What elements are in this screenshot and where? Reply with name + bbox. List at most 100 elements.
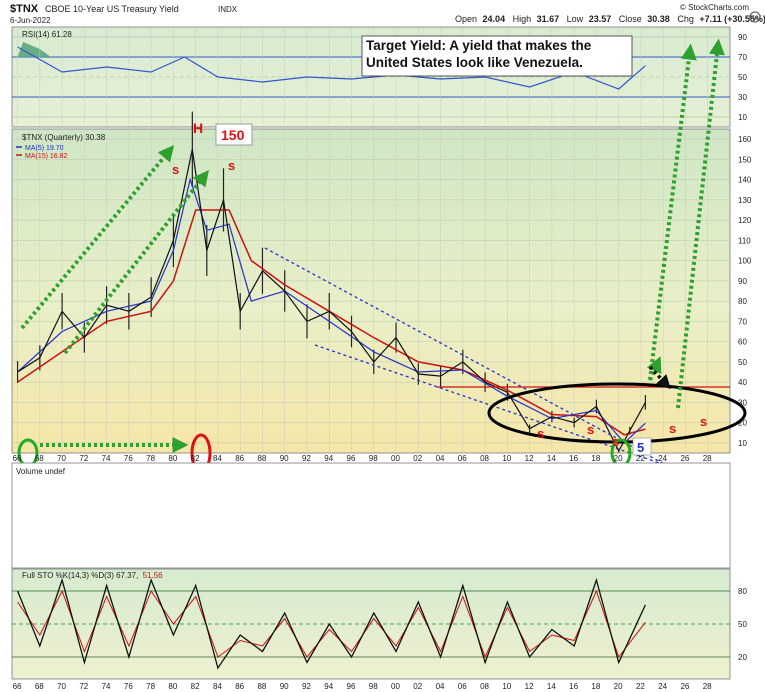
sto-tick-label: 80 [738, 587, 747, 596]
sto-y-axis: 80 50 20 [738, 587, 747, 662]
settings-icon[interactable] [749, 11, 761, 23]
close-label: Close [619, 14, 642, 24]
green-arrows [20, 38, 725, 453]
x-tick-label: 74 [102, 454, 111, 463]
chg-value: +7.11 (+30.55%) [699, 14, 765, 24]
s-mark: s [669, 421, 676, 436]
header-date: 6-Jun-2022 [10, 16, 51, 25]
s-mark: s [228, 158, 235, 173]
price-tick-label: 70 [738, 317, 747, 326]
rsi-tick-label: 90 [738, 33, 747, 42]
wave-5: 5 [637, 440, 644, 455]
open-value: 24.04 [483, 14, 506, 24]
price-tick-label: 60 [738, 338, 747, 347]
sto-d-line [17, 589, 646, 659]
close-value: 30.38 [647, 14, 670, 24]
x-axis-bottom: 66 68 70 72 74 76 78 80 82 84 86 88 90 92 94 96 98 00 02 04… [13, 682, 713, 691]
price-tick-label: 50 [738, 358, 747, 367]
x-tick-label: 90 [280, 682, 289, 691]
x-tick-label: 20 [614, 454, 623, 463]
sto-grid [12, 590, 730, 658]
callout-box [361, 35, 633, 77]
x-tick-label: 06 [458, 682, 467, 691]
callout-holder: Target Yield: A yield that makes the Uni… [366, 38, 592, 70]
price-tick-label: 140 [738, 176, 752, 185]
header-name: CBOE 10-Year US Treasury Yield [45, 4, 179, 14]
s-mark: s [172, 162, 179, 177]
x-tick-label: 04 [436, 682, 445, 691]
x-tick-label: 72 [79, 682, 88, 691]
chg-label: Chg [677, 14, 694, 24]
x-tick-label: 80 [168, 682, 177, 691]
price-tick-label: 100 [738, 257, 752, 266]
x-tick-label: 78 [146, 454, 155, 463]
header-ohlc: Open 24.04 High 31.67 Low 23.57 Close 30… [455, 14, 765, 24]
x-tick-label: 16 [569, 682, 578, 691]
price-tick-label: 40 [738, 378, 747, 387]
header-symbol: $TNX [10, 3, 39, 15]
x-tick-label: 10 [502, 454, 511, 463]
rsi-tick-label: 30 [738, 93, 747, 102]
black-arrow [648, 365, 671, 390]
x-tick-label: 18 [591, 682, 600, 691]
x-tick-label: 12 [525, 454, 534, 463]
x-tick-label: 86 [235, 682, 244, 691]
price-tick-label: 80 [738, 297, 747, 306]
rsi-y-axis: 90 70 50 30 10 [738, 33, 747, 122]
ma5-legend: MA(5) 19.70 [25, 145, 64, 152]
x-tick-label: 10 [502, 682, 511, 691]
x-tick-label: 84 [213, 454, 222, 463]
price-tick-label: 150 [738, 155, 752, 164]
price-tick-label: 90 [738, 277, 747, 286]
x-tick-label: 88 [257, 682, 266, 691]
price-tick-label: 130 [738, 196, 752, 205]
x-tick-label: 68 [35, 682, 44, 691]
x-tick-label: 28 [703, 682, 712, 691]
x-tick-label: 86 [235, 454, 244, 463]
volume-legend: Volume undef [16, 467, 66, 476]
sto-k-line [16, 577, 646, 670]
s-marks: s s s s s s s [172, 158, 707, 449]
x-tick-label: 66 [13, 682, 22, 691]
sto-legend-d: 51.56 [143, 571, 164, 580]
x-tick-label: 16 [569, 454, 578, 463]
x-tick-label: 92 [302, 454, 311, 463]
x-tick-label: 00 [391, 682, 400, 691]
price-tick-label: 30 [738, 398, 747, 407]
x-tick-label: 22 [636, 682, 645, 691]
x-tick-label: 26 [680, 454, 689, 463]
x-tick-label: 96 [347, 454, 356, 463]
wave-5-box [632, 437, 652, 456]
x-tick-label: 08 [480, 682, 489, 691]
x-tick-label: 24 [658, 682, 667, 691]
high-value: 31.67 [537, 14, 560, 24]
s-mark: s [587, 422, 594, 437]
x-tick-label: 20 [614, 682, 623, 691]
price-tick-label: 110 [738, 236, 751, 245]
low-value: 23.57 [589, 14, 612, 24]
price-y-axis: 160 150 140 130 120 110 100 90 80 70 60 50 40 30 20 10 [738, 135, 752, 448]
open-label: Open [455, 14, 477, 24]
s-mark: s [700, 414, 707, 429]
rsi-overbought-fill [17, 42, 51, 57]
x-tick-label: 72 [79, 454, 88, 463]
rsi-line [17, 46, 646, 90]
x-tick-label: 24 [658, 454, 667, 463]
callout-text: Target Yield: A yield that makes the Uni… [366, 38, 592, 70]
volume-panel [11, 462, 731, 569]
price-grid [12, 129, 730, 453]
price-tick-label: 20 [738, 419, 747, 428]
x-tick-label: 76 [124, 682, 133, 691]
x-tick-label: 96 [347, 682, 356, 691]
x-tick-label: 92 [302, 682, 311, 691]
x-tick-label: 94 [324, 454, 333, 463]
price-tick-label: 160 [738, 135, 752, 144]
high-label: High [513, 14, 532, 24]
x-tick-label: 22 [636, 454, 645, 463]
price-panel [11, 128, 731, 454]
sto-legend-k: Full STO %K(14,3) %D(3) 67.37, [22, 571, 138, 580]
header-brand: © StockCharts.com [680, 3, 749, 12]
x-tick-label: 02 [413, 454, 422, 463]
